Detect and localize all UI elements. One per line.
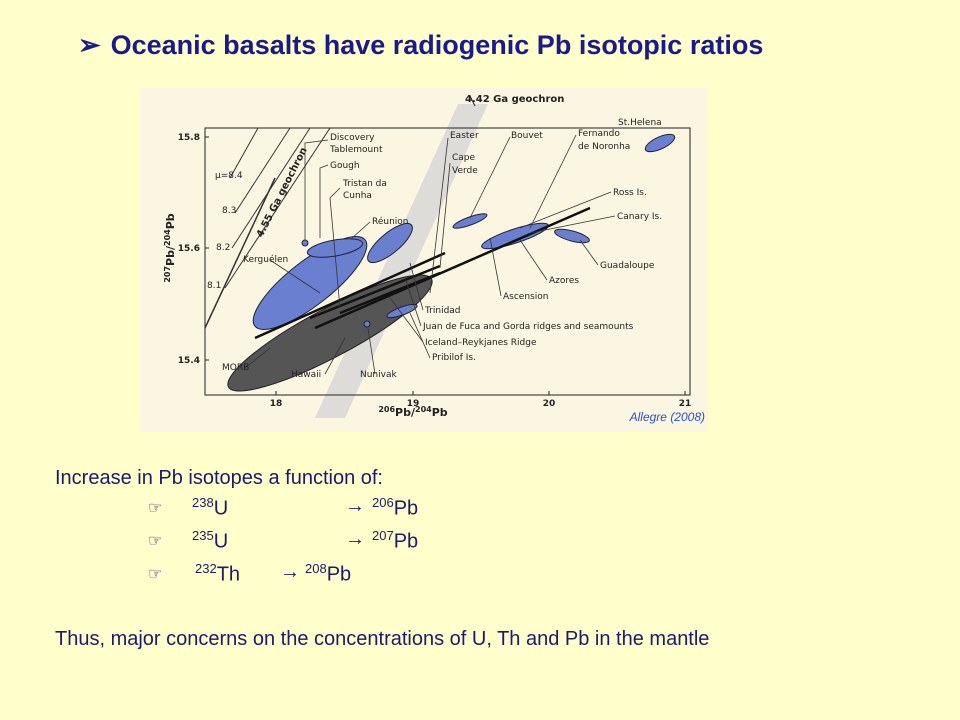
field — [452, 213, 488, 229]
mass-number: 238 — [192, 495, 214, 510]
daughter-isotope: 208Pb — [305, 561, 351, 587]
field — [386, 303, 418, 319]
mass-number: 207 — [372, 528, 394, 543]
field — [301, 239, 309, 247]
parent-isotope: 232Th — [195, 561, 240, 587]
sup: 204 — [415, 405, 432, 414]
mu-label: μ=8.4 — [215, 171, 243, 181]
leaders — [244, 134, 616, 375]
element: Pb — [393, 497, 419, 520]
figure-label: Nunivak — [360, 370, 397, 380]
sup: 206 — [378, 405, 395, 414]
mass-number: 208 — [305, 561, 327, 576]
y-axis-label: 207Pb/204Pb — [163, 213, 177, 282]
figure-label: Hawaii — [291, 370, 321, 380]
mu-label: 8.1 — [207, 281, 221, 291]
figure: 4.42 Ga geochron 4.55 Ga geochron 18 19 20… — [140, 88, 708, 432]
figure-label: Réunion — [372, 216, 409, 227]
leader — [469, 95, 476, 107]
title-bullet: ➢ — [78, 30, 101, 60]
figure-label: Tristan da — [342, 179, 387, 189]
y-tick-label: 15.8 — [178, 133, 200, 143]
arrow: → — [280, 561, 300, 583]
kerguelen-field — [252, 236, 368, 330]
parent-isotope: 238U — [192, 495, 228, 521]
figure-label: Verde — [452, 166, 478, 176]
text: Pb — [432, 406, 448, 419]
plot-frame — [204, 127, 691, 396]
mass-number: 206 — [372, 495, 394, 510]
figure-label: Juan de Fuca and Gorda ridges and seamou… — [422, 322, 634, 332]
title-text: Oceanic basalts have radiogenic Pb isoto… — [110, 30, 764, 60]
figure-bg — [140, 88, 708, 432]
figure-label: Canary Is. — [617, 212, 662, 222]
arrow: → — [345, 528, 365, 550]
geochron-label: 4.42 Ga geochron — [465, 94, 564, 105]
mass-number: 232 — [195, 561, 217, 576]
figure-label: Discovery — [330, 133, 375, 143]
field — [644, 133, 676, 153]
figure-label: Easter — [450, 131, 479, 141]
element: U — [213, 530, 229, 553]
figure-label: de Noronha — [578, 142, 630, 152]
arrow: → — [345, 495, 365, 517]
element: U — [213, 497, 229, 520]
mu-lines — [204, 127, 331, 329]
x-tick-label: 21 — [679, 399, 692, 409]
text: Pb — [164, 213, 177, 229]
slide-title: ➢ Oceanic basalts have radiogenic Pb isot… — [78, 30, 763, 61]
trend-lines — [254, 206, 591, 340]
element: Pb — [393, 530, 419, 553]
mu-label: 8.3 — [222, 206, 236, 216]
figure-label: Iceland–Reykjanes Ridge — [425, 338, 537, 348]
parent-isotope: 235U — [192, 528, 228, 554]
text: Pb/ — [164, 245, 177, 266]
daughter-isotope: 206Pb — [372, 495, 418, 521]
sup: 204 — [163, 229, 172, 246]
figure-label: Trinidad — [424, 306, 461, 316]
figure-label: Ross Is. — [613, 188, 647, 198]
figure-label: Azores — [549, 276, 579, 286]
element: Th — [216, 563, 241, 586]
bullet: ☞ — [148, 533, 163, 550]
daughter-isotope: 207Pb — [372, 528, 418, 554]
conclusion: Thus, major concerns on the concentratio… — [55, 628, 710, 650]
x-axis-label: 206Pb/204Pb — [378, 405, 447, 419]
figure-label: Tablemount — [329, 145, 383, 155]
figure-label: Guadaloupe — [600, 261, 655, 271]
sup: 207 — [163, 266, 172, 283]
figure-label: Fernando — [578, 129, 620, 139]
figure-source: Allegre (2008) — [629, 410, 705, 424]
x-tick-label: 20 — [543, 399, 556, 409]
x-tick-label: 18 — [270, 399, 283, 409]
figure-label: Gough — [330, 161, 360, 171]
field — [554, 228, 590, 244]
figure-label: Pribilof Is. — [432, 353, 476, 363]
figure-label: Bouvet — [511, 131, 543, 141]
figure-label: MORB — [222, 363, 249, 373]
figure-label: St.Helena — [618, 118, 662, 128]
y-tick-label: 15.4 — [178, 356, 200, 366]
mass-number: 235 — [192, 528, 214, 543]
figure-label: Kerguélen — [243, 254, 288, 265]
x-tick-label: 19 — [407, 399, 420, 409]
intro: Increase in Pb isotopes a function of: — [55, 467, 383, 489]
figure-label: Ascension — [503, 292, 548, 302]
bullet: ☞ — [148, 566, 163, 583]
text: Pb/ — [395, 406, 416, 419]
bullet: ☞ — [148, 500, 163, 517]
field — [363, 320, 371, 328]
y-tick-label: 15.6 — [178, 244, 200, 254]
figure-label: Cunha — [343, 191, 372, 201]
field — [367, 222, 413, 264]
mu-label: 8.2 — [216, 243, 230, 253]
element: Pb — [326, 563, 352, 586]
figure-label: Cape — [452, 153, 476, 163]
